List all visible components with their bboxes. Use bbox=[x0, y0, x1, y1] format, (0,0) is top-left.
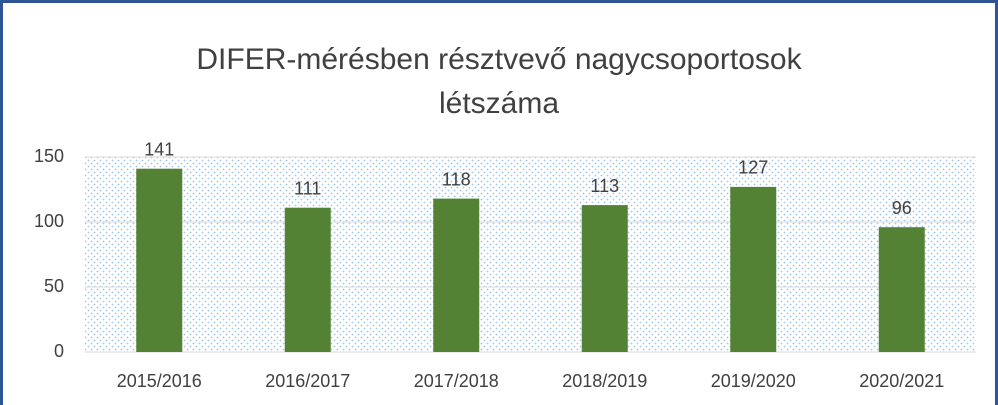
x-tick-label: 2017/2018 bbox=[414, 371, 499, 391]
bar bbox=[730, 186, 777, 352]
y-tick-label: 50 bbox=[44, 276, 64, 296]
y-tick-label: 100 bbox=[34, 211, 64, 231]
y-tick-label: 0 bbox=[54, 341, 64, 361]
data-label: 127 bbox=[738, 158, 768, 178]
bar bbox=[878, 227, 925, 352]
bar bbox=[284, 207, 331, 352]
chart-title: DIFER-mérésben résztvevő nagycsoportosok… bbox=[196, 43, 802, 120]
y-tick-label: 150 bbox=[34, 146, 64, 166]
data-label: 111 bbox=[294, 178, 321, 198]
bar bbox=[581, 205, 628, 352]
x-tick-label: 2019/2020 bbox=[711, 371, 796, 391]
data-label: 141 bbox=[144, 139, 174, 159]
data-label: 118 bbox=[442, 169, 471, 189]
x-tick-label: 2018/2019 bbox=[562, 371, 647, 391]
plot-area bbox=[85, 157, 976, 352]
bar bbox=[136, 168, 183, 352]
x-tick-label: 2020/2021 bbox=[859, 371, 944, 391]
bar bbox=[433, 198, 480, 352]
x-tick-label: 2015/2016 bbox=[117, 371, 202, 391]
x-tick-label: 2016/2017 bbox=[265, 371, 350, 391]
data-label: 96 bbox=[892, 198, 912, 218]
data-label: 113 bbox=[590, 176, 619, 196]
